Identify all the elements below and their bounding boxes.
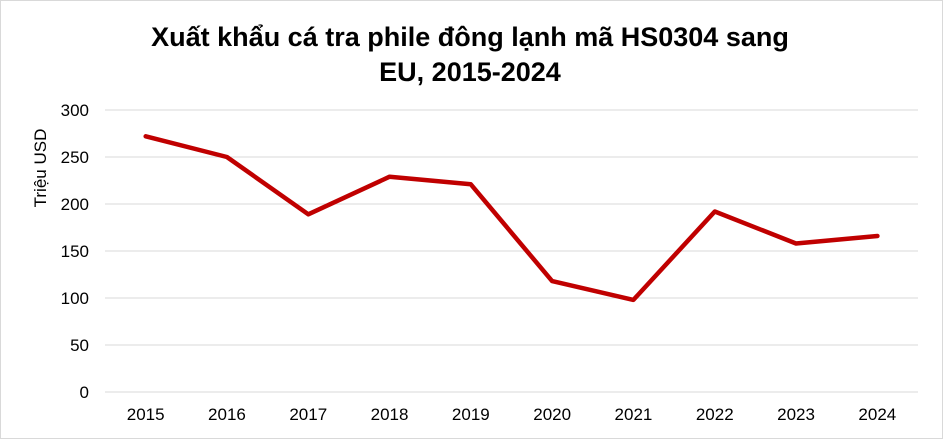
x-axis-tick-labels: 2015 2016 2017 2018 2019 2020 2021 2022 2023 2024	[127, 405, 897, 424]
y-tick-label-200: 200	[61, 195, 89, 214]
chart-title-line-1: Xuất khẩu cá tra phile đông lạnh mã HS03…	[151, 22, 789, 52]
y-tick-label-150: 150	[61, 242, 89, 261]
x-tick-label-2024: 2024	[858, 405, 896, 424]
y-tick-label-100: 100	[61, 289, 89, 308]
y-tick-label-250: 250	[61, 148, 89, 167]
x-tick-label-2017: 2017	[289, 405, 327, 424]
y-axis-label: Triệu USD	[31, 129, 50, 208]
x-tick-label-2022: 2022	[696, 405, 734, 424]
x-tick-label-2016: 2016	[208, 405, 246, 424]
x-tick-label-2015: 2015	[127, 405, 165, 424]
series-line-0	[143, 134, 880, 303]
y-tick-label-0: 0	[80, 383, 89, 402]
x-tick-label-2019: 2019	[452, 405, 490, 424]
chart-title-line-2: EU, 2015-2024	[379, 57, 561, 87]
gridlines	[105, 109, 918, 393]
y-tick-label-300: 300	[61, 101, 89, 120]
x-tick-label-2020: 2020	[533, 405, 571, 424]
x-tick-label-2018: 2018	[371, 405, 409, 424]
series-group	[143, 134, 880, 303]
chart-title: Xuất khẩu cá tra phile đông lạnh mã HS03…	[60, 20, 880, 90]
y-tick-label-50: 50	[70, 336, 89, 355]
x-tick-label-2023: 2023	[777, 405, 815, 424]
x-tick-label-2021: 2021	[615, 405, 653, 424]
y-axis-tick-labels: 0 50 100 150 200 250 300	[61, 101, 89, 402]
